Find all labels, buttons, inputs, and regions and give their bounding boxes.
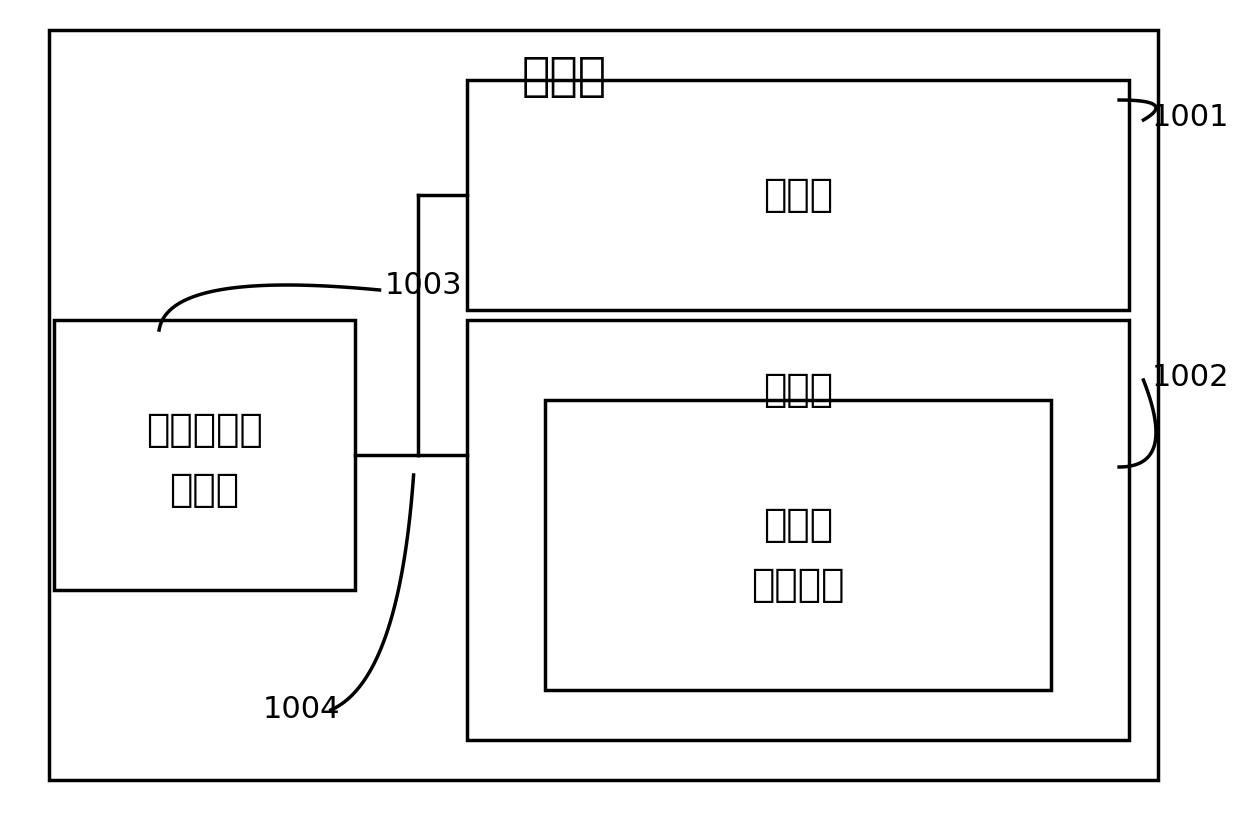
Text: 空调器: 空调器 — [763, 506, 833, 544]
Text: 1004: 1004 — [263, 695, 341, 724]
Text: 处理器: 处理器 — [763, 176, 833, 214]
Text: 测装置: 测装置 — [170, 471, 239, 509]
Bar — [467, 80, 1128, 310]
Text: 1002: 1002 — [1151, 363, 1229, 392]
Bar — [544, 400, 1052, 690]
Text: 睡眠信息检: 睡眠信息检 — [146, 411, 263, 449]
Text: 控制程序: 控制程序 — [751, 566, 844, 604]
Bar — [53, 320, 355, 590]
Bar — [467, 320, 1128, 740]
Text: 存储器: 存储器 — [763, 371, 833, 409]
Text: 空调器: 空调器 — [522, 55, 606, 100]
Text: 1003: 1003 — [384, 270, 463, 299]
Text: 1001: 1001 — [1151, 104, 1229, 132]
